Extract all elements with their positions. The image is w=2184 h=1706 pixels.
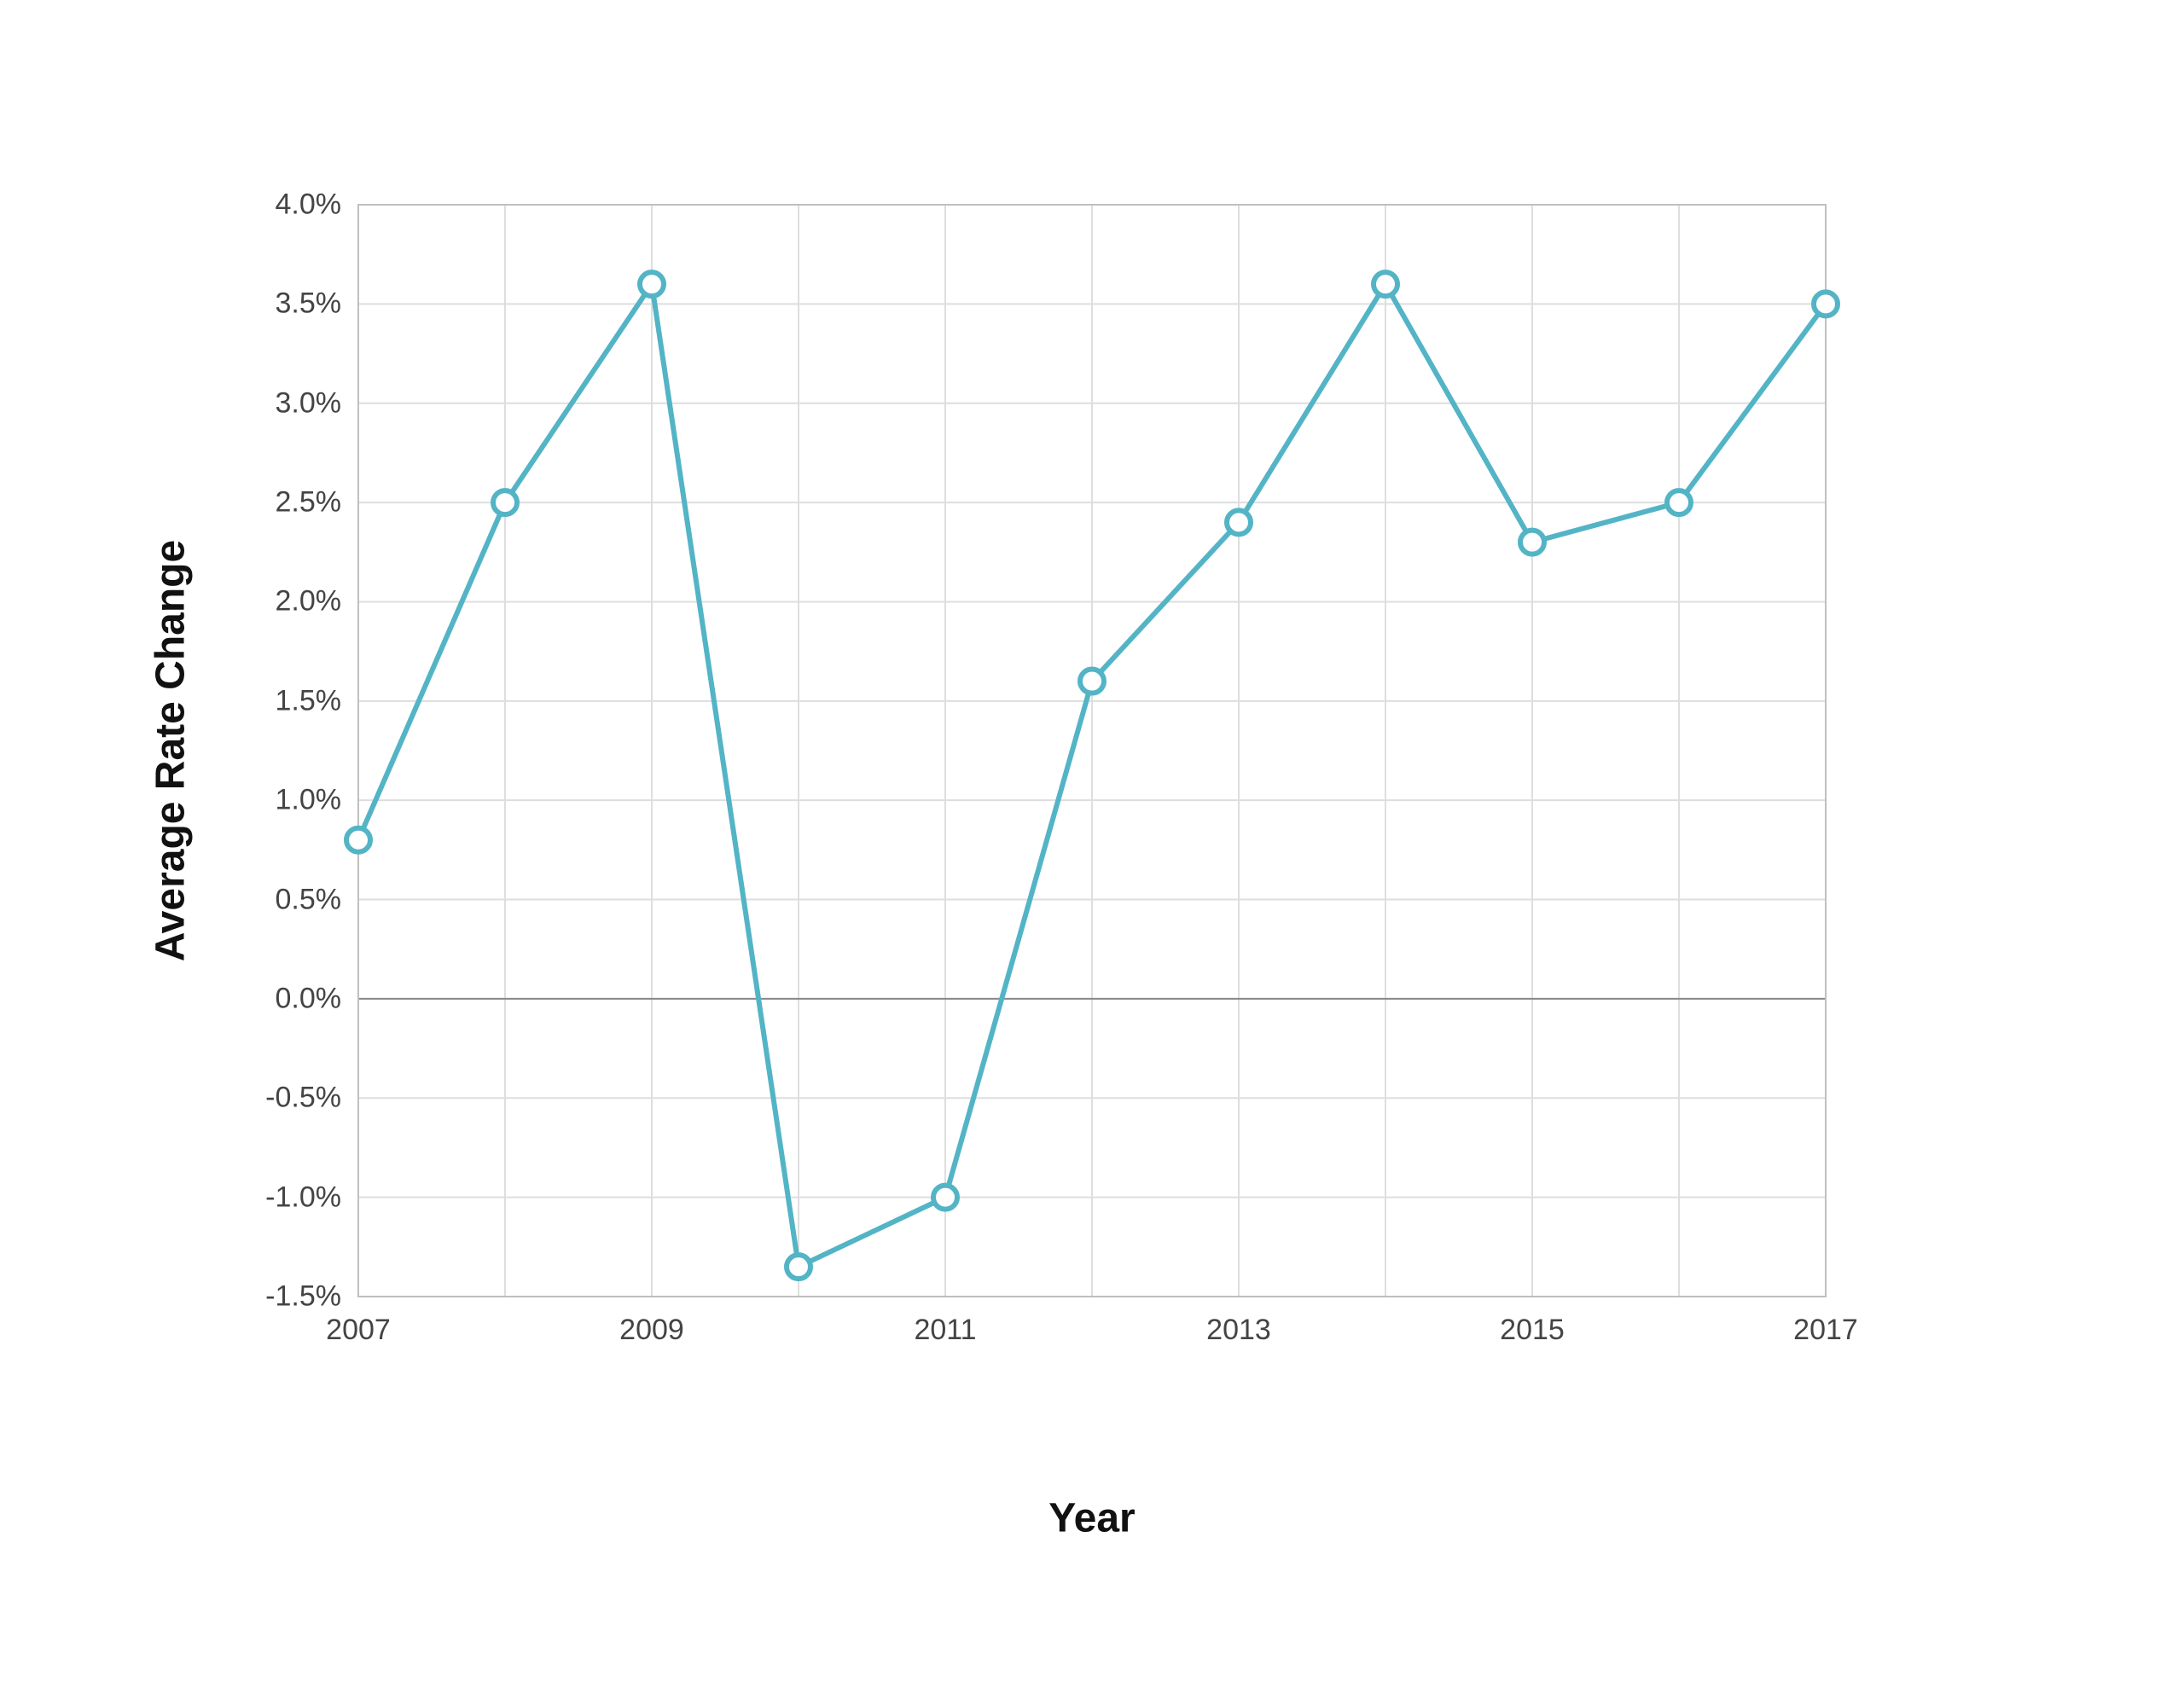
x-tick-label: 2015 xyxy=(1500,1314,1565,1347)
x-tick-label: 2007 xyxy=(326,1314,391,1347)
y-tick-label: 2.5% xyxy=(276,486,342,519)
y-tick-label: 4.0% xyxy=(276,189,342,222)
y-tick-label: 0.5% xyxy=(276,883,342,916)
y-tick-label: -1.0% xyxy=(265,1181,341,1214)
y-tick-label: -1.5% xyxy=(265,1280,341,1314)
y-tick-label: 1.0% xyxy=(276,784,342,817)
line-chart: Average Rate Change Year -1.5% -1.0% -0.5%… xyxy=(0,0,2184,1706)
x-axis-title: Year xyxy=(1048,1495,1135,1542)
x-tick-label: 2013 xyxy=(1206,1314,1271,1347)
chart-svg xyxy=(0,0,2184,1706)
x-tick-label: 2009 xyxy=(619,1314,684,1347)
y-tick-label: 1.5% xyxy=(276,684,342,717)
y-tick-label: 0.0% xyxy=(276,982,342,1015)
x-tick-label: 2011 xyxy=(914,1314,976,1347)
y-tick-label: 2.0% xyxy=(276,585,342,618)
x-tick-label: 2017 xyxy=(1793,1314,1858,1347)
y-tick-label: 3.5% xyxy=(276,287,342,321)
y-axis-title: Average Rate Change xyxy=(148,540,195,961)
y-tick-label: 3.0% xyxy=(276,386,342,420)
y-tick-label: -0.5% xyxy=(265,1082,341,1115)
